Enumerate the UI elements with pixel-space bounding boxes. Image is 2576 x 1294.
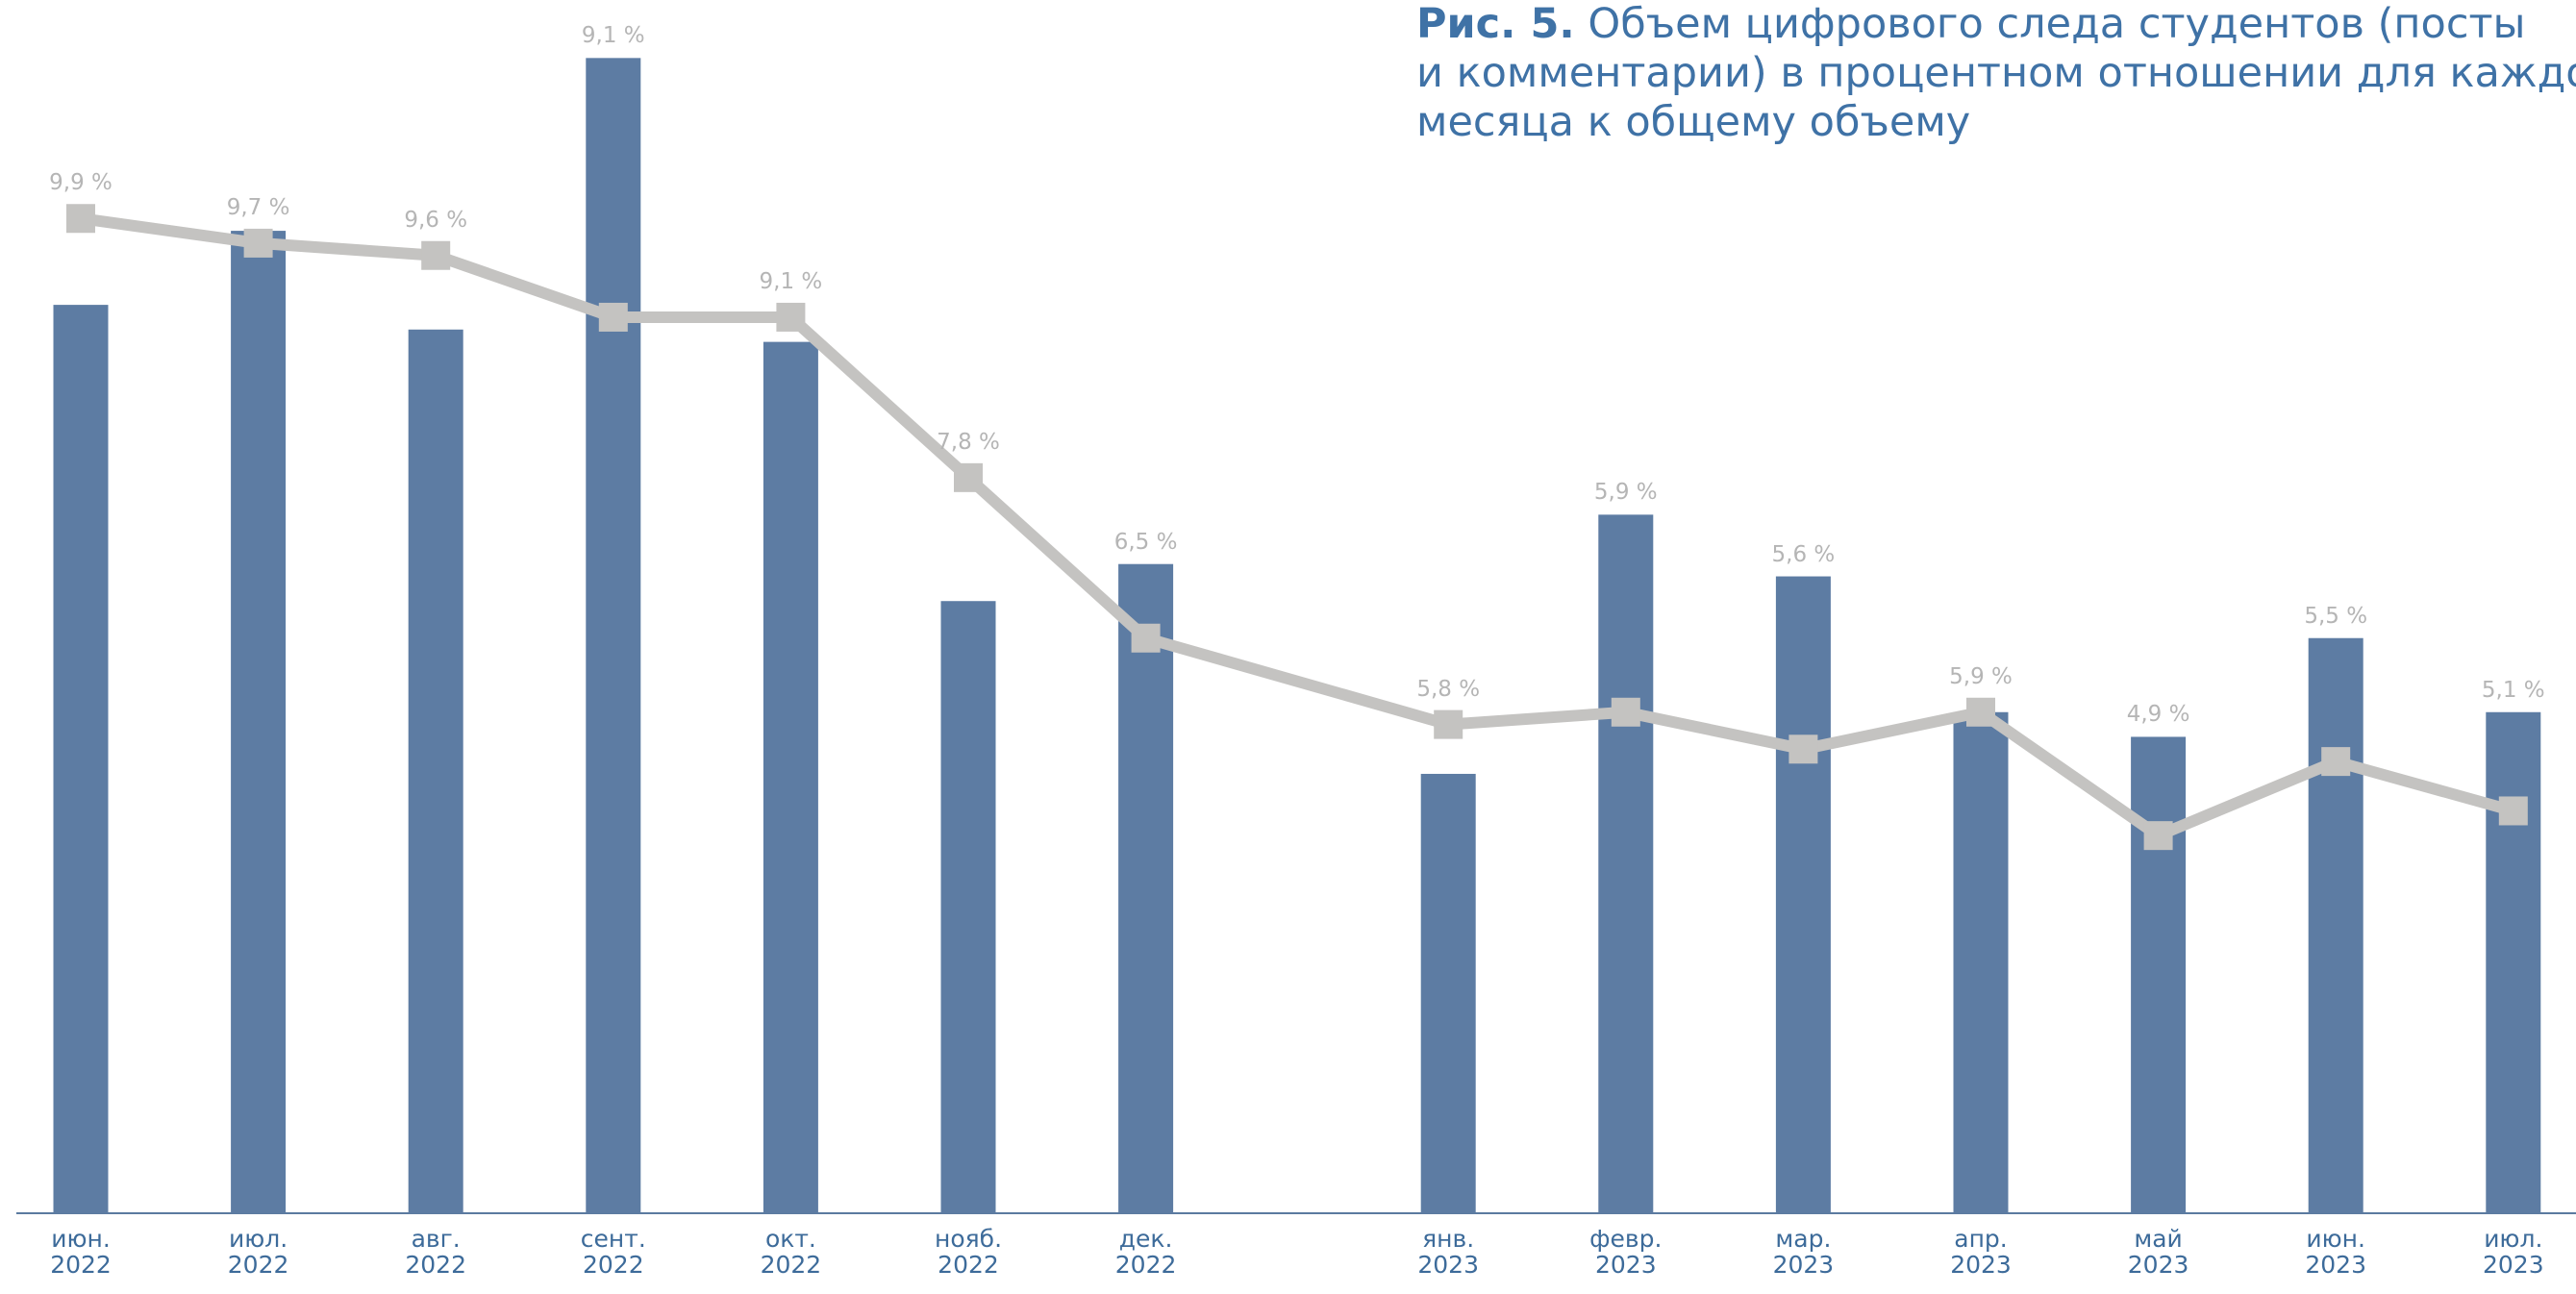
x-tick-label: июл. 2023 [2482, 1225, 2544, 1279]
line [80, 212, 2515, 842]
bar [231, 231, 287, 1213]
data-label: 5,5 % [2304, 603, 2368, 629]
bar [1118, 563, 1174, 1213]
bar [2131, 736, 2187, 1213]
data-label: 5,9 % [1593, 480, 1658, 506]
data-label: 4,9 % [2126, 702, 2190, 728]
x-tick-label: нояб. 2022 [934, 1225, 1003, 1279]
line-marker [2143, 821, 2173, 851]
data-label: 9,7 % [226, 194, 290, 220]
bar [2486, 711, 2541, 1213]
line-marker [1131, 623, 1161, 653]
x-tick-label: сент. 2022 [580, 1225, 646, 1279]
x-tick-label: дек. 2022 [1114, 1225, 1177, 1279]
line-marker [598, 302, 628, 332]
x-tick-label: февр. 2023 [1589, 1225, 1663, 1279]
data-label: 5,8 % [1416, 676, 1481, 702]
data-label: 9,1 % [581, 23, 645, 49]
bar [2308, 637, 2363, 1213]
x-tick-label: мар. 2023 [1772, 1225, 1835, 1279]
line-marker [954, 462, 983, 492]
line-marker [1788, 734, 1818, 764]
line-marker [243, 228, 273, 258]
data-label: 9,1 % [759, 268, 823, 294]
line-marker [776, 302, 806, 332]
bar [586, 58, 641, 1214]
data-label: 9,6 % [404, 207, 468, 233]
x-tick-label: июн. 2022 [50, 1225, 112, 1279]
chart-title-block: Рис. 5. Объем цифрового следа студентов … [1416, 0, 2576, 147]
line-marker [2498, 796, 2528, 826]
data-label: 9,9 % [49, 170, 113, 196]
chart-title: Объем цифрового следа студентов (посты и… [1416, 0, 2576, 146]
bar [1953, 711, 2009, 1213]
bar [1775, 576, 1831, 1213]
line-marker [2321, 747, 2351, 777]
x-tick-label: окт. 2022 [760, 1225, 822, 1279]
bar [53, 305, 109, 1214]
bar [940, 601, 996, 1213]
bar [1420, 773, 1476, 1213]
x-tick-label: июл. 2022 [227, 1225, 289, 1279]
bar [408, 329, 463, 1214]
bar [763, 341, 818, 1214]
data-label: 5,6 % [1771, 541, 1836, 567]
x-tick-label: июн. 2023 [2305, 1225, 2366, 1279]
line-marker [1966, 697, 1995, 727]
line-marker [421, 240, 451, 270]
line-marker [66, 204, 95, 234]
x-tick-label: авг. 2022 [405, 1225, 466, 1279]
data-label: 7,8 % [937, 429, 1000, 455]
x-tick-label: апр. 2023 [1950, 1225, 2012, 1279]
x-tick-label: янв. 2023 [1417, 1225, 1479, 1279]
data-label: 6,5 % [1113, 529, 1178, 555]
data-label: 5,9 % [1949, 663, 2013, 689]
line-marker [1434, 709, 1463, 739]
line-marker [1611, 697, 1640, 727]
bar [1598, 514, 1654, 1213]
data-label: 5,1 % [2481, 677, 2545, 703]
figure-label: Рис. 5. [1416, 0, 1575, 48]
x-tick-label: май 2023 [2127, 1225, 2189, 1279]
